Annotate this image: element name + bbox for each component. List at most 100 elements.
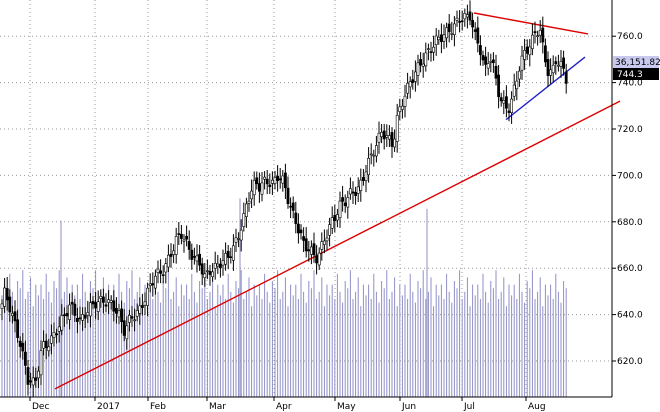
candle-body xyxy=(206,270,209,272)
candle-body xyxy=(432,46,436,53)
candle-body xyxy=(167,254,170,268)
candle-body xyxy=(203,273,207,278)
candle-body xyxy=(307,249,311,252)
candle-body xyxy=(242,213,246,227)
candle-body xyxy=(52,332,56,338)
candle-body xyxy=(421,63,425,67)
candle-body xyxy=(255,177,259,185)
candle-body xyxy=(36,370,40,379)
candle-body xyxy=(517,70,521,80)
candle-body xyxy=(556,64,560,67)
candle-body xyxy=(57,326,61,332)
candle-body xyxy=(473,29,477,32)
candle-body xyxy=(174,236,178,255)
candle-body xyxy=(471,20,475,28)
candle-body xyxy=(239,229,243,241)
candle-body xyxy=(398,106,402,112)
candle-body xyxy=(364,171,368,181)
candle-body xyxy=(187,241,191,250)
volume-tag-text: 36,151.82 xyxy=(615,58,660,68)
candle-body xyxy=(390,132,394,147)
candle-body xyxy=(265,178,269,185)
candle-body xyxy=(356,186,360,194)
candle-body xyxy=(224,253,228,265)
candle-body xyxy=(393,138,397,148)
candle-body xyxy=(395,115,399,142)
candle-body xyxy=(445,27,449,39)
candle-body xyxy=(408,81,412,88)
candle-body xyxy=(226,250,230,258)
candle-body xyxy=(343,202,347,206)
candle-body xyxy=(442,34,446,42)
candle-body xyxy=(29,380,33,383)
candle-body xyxy=(416,62,420,76)
candle-body xyxy=(180,233,183,239)
candle-body xyxy=(434,35,438,45)
candle-body xyxy=(245,203,248,217)
candle-body xyxy=(5,288,9,301)
candle-body xyxy=(426,48,430,50)
candle-body xyxy=(382,130,386,140)
candle-body xyxy=(465,14,469,18)
candle-body xyxy=(484,56,488,65)
candle-body xyxy=(143,301,147,306)
candle-body xyxy=(523,49,527,60)
candle-body xyxy=(211,271,215,278)
candle-body xyxy=(16,319,20,338)
candle-body xyxy=(208,271,212,275)
candle-body xyxy=(23,351,27,366)
channel-trendline xyxy=(505,56,586,121)
candle-body xyxy=(18,340,22,347)
candle-body xyxy=(374,145,378,157)
candle-body xyxy=(31,377,35,386)
y-tick-label: 680.0 xyxy=(617,218,643,228)
candle-body xyxy=(525,46,529,54)
candle-body xyxy=(8,296,12,313)
candle-body xyxy=(117,310,121,318)
x-tick-label: Feb xyxy=(150,402,166,412)
candle-body xyxy=(468,11,472,21)
candle-body xyxy=(400,105,404,110)
candle-body xyxy=(411,79,415,83)
x-tick-label: Apr xyxy=(276,402,292,412)
candle-body xyxy=(94,302,98,309)
candle-body xyxy=(359,179,363,191)
candle-body xyxy=(564,71,568,84)
candle-body xyxy=(0,303,4,309)
candle-body xyxy=(26,367,30,385)
candle-body xyxy=(21,342,25,352)
candle-body xyxy=(281,175,285,184)
candle-body xyxy=(354,191,358,196)
candle-body xyxy=(283,172,287,189)
candle-body xyxy=(452,23,456,35)
candle-body xyxy=(289,205,293,208)
candle-body xyxy=(276,175,280,181)
candle-body xyxy=(55,333,59,336)
candle-body xyxy=(494,65,498,79)
candle-body xyxy=(294,212,298,224)
candle-body xyxy=(481,55,485,61)
candle-body xyxy=(268,184,272,188)
candle-body xyxy=(81,314,85,321)
candle-body xyxy=(102,296,105,303)
candle-body xyxy=(419,59,423,66)
candle-body xyxy=(219,263,222,269)
support-trendline xyxy=(54,100,621,390)
candle-body xyxy=(504,96,508,109)
candle-body xyxy=(159,270,163,274)
last-price-tag xyxy=(613,68,659,80)
candle-body xyxy=(348,188,352,195)
candle-body xyxy=(530,34,534,49)
candle-body xyxy=(99,296,103,299)
candle-body xyxy=(107,299,111,303)
candle-body xyxy=(447,23,451,33)
candle-body xyxy=(190,249,194,260)
candle-body xyxy=(460,20,464,23)
candle-body xyxy=(562,57,566,69)
candle-body xyxy=(439,34,443,43)
candle-body xyxy=(335,214,339,221)
candle-body xyxy=(76,317,79,322)
y-tick-label: 740.0 xyxy=(617,79,643,89)
candle-body xyxy=(89,302,92,317)
